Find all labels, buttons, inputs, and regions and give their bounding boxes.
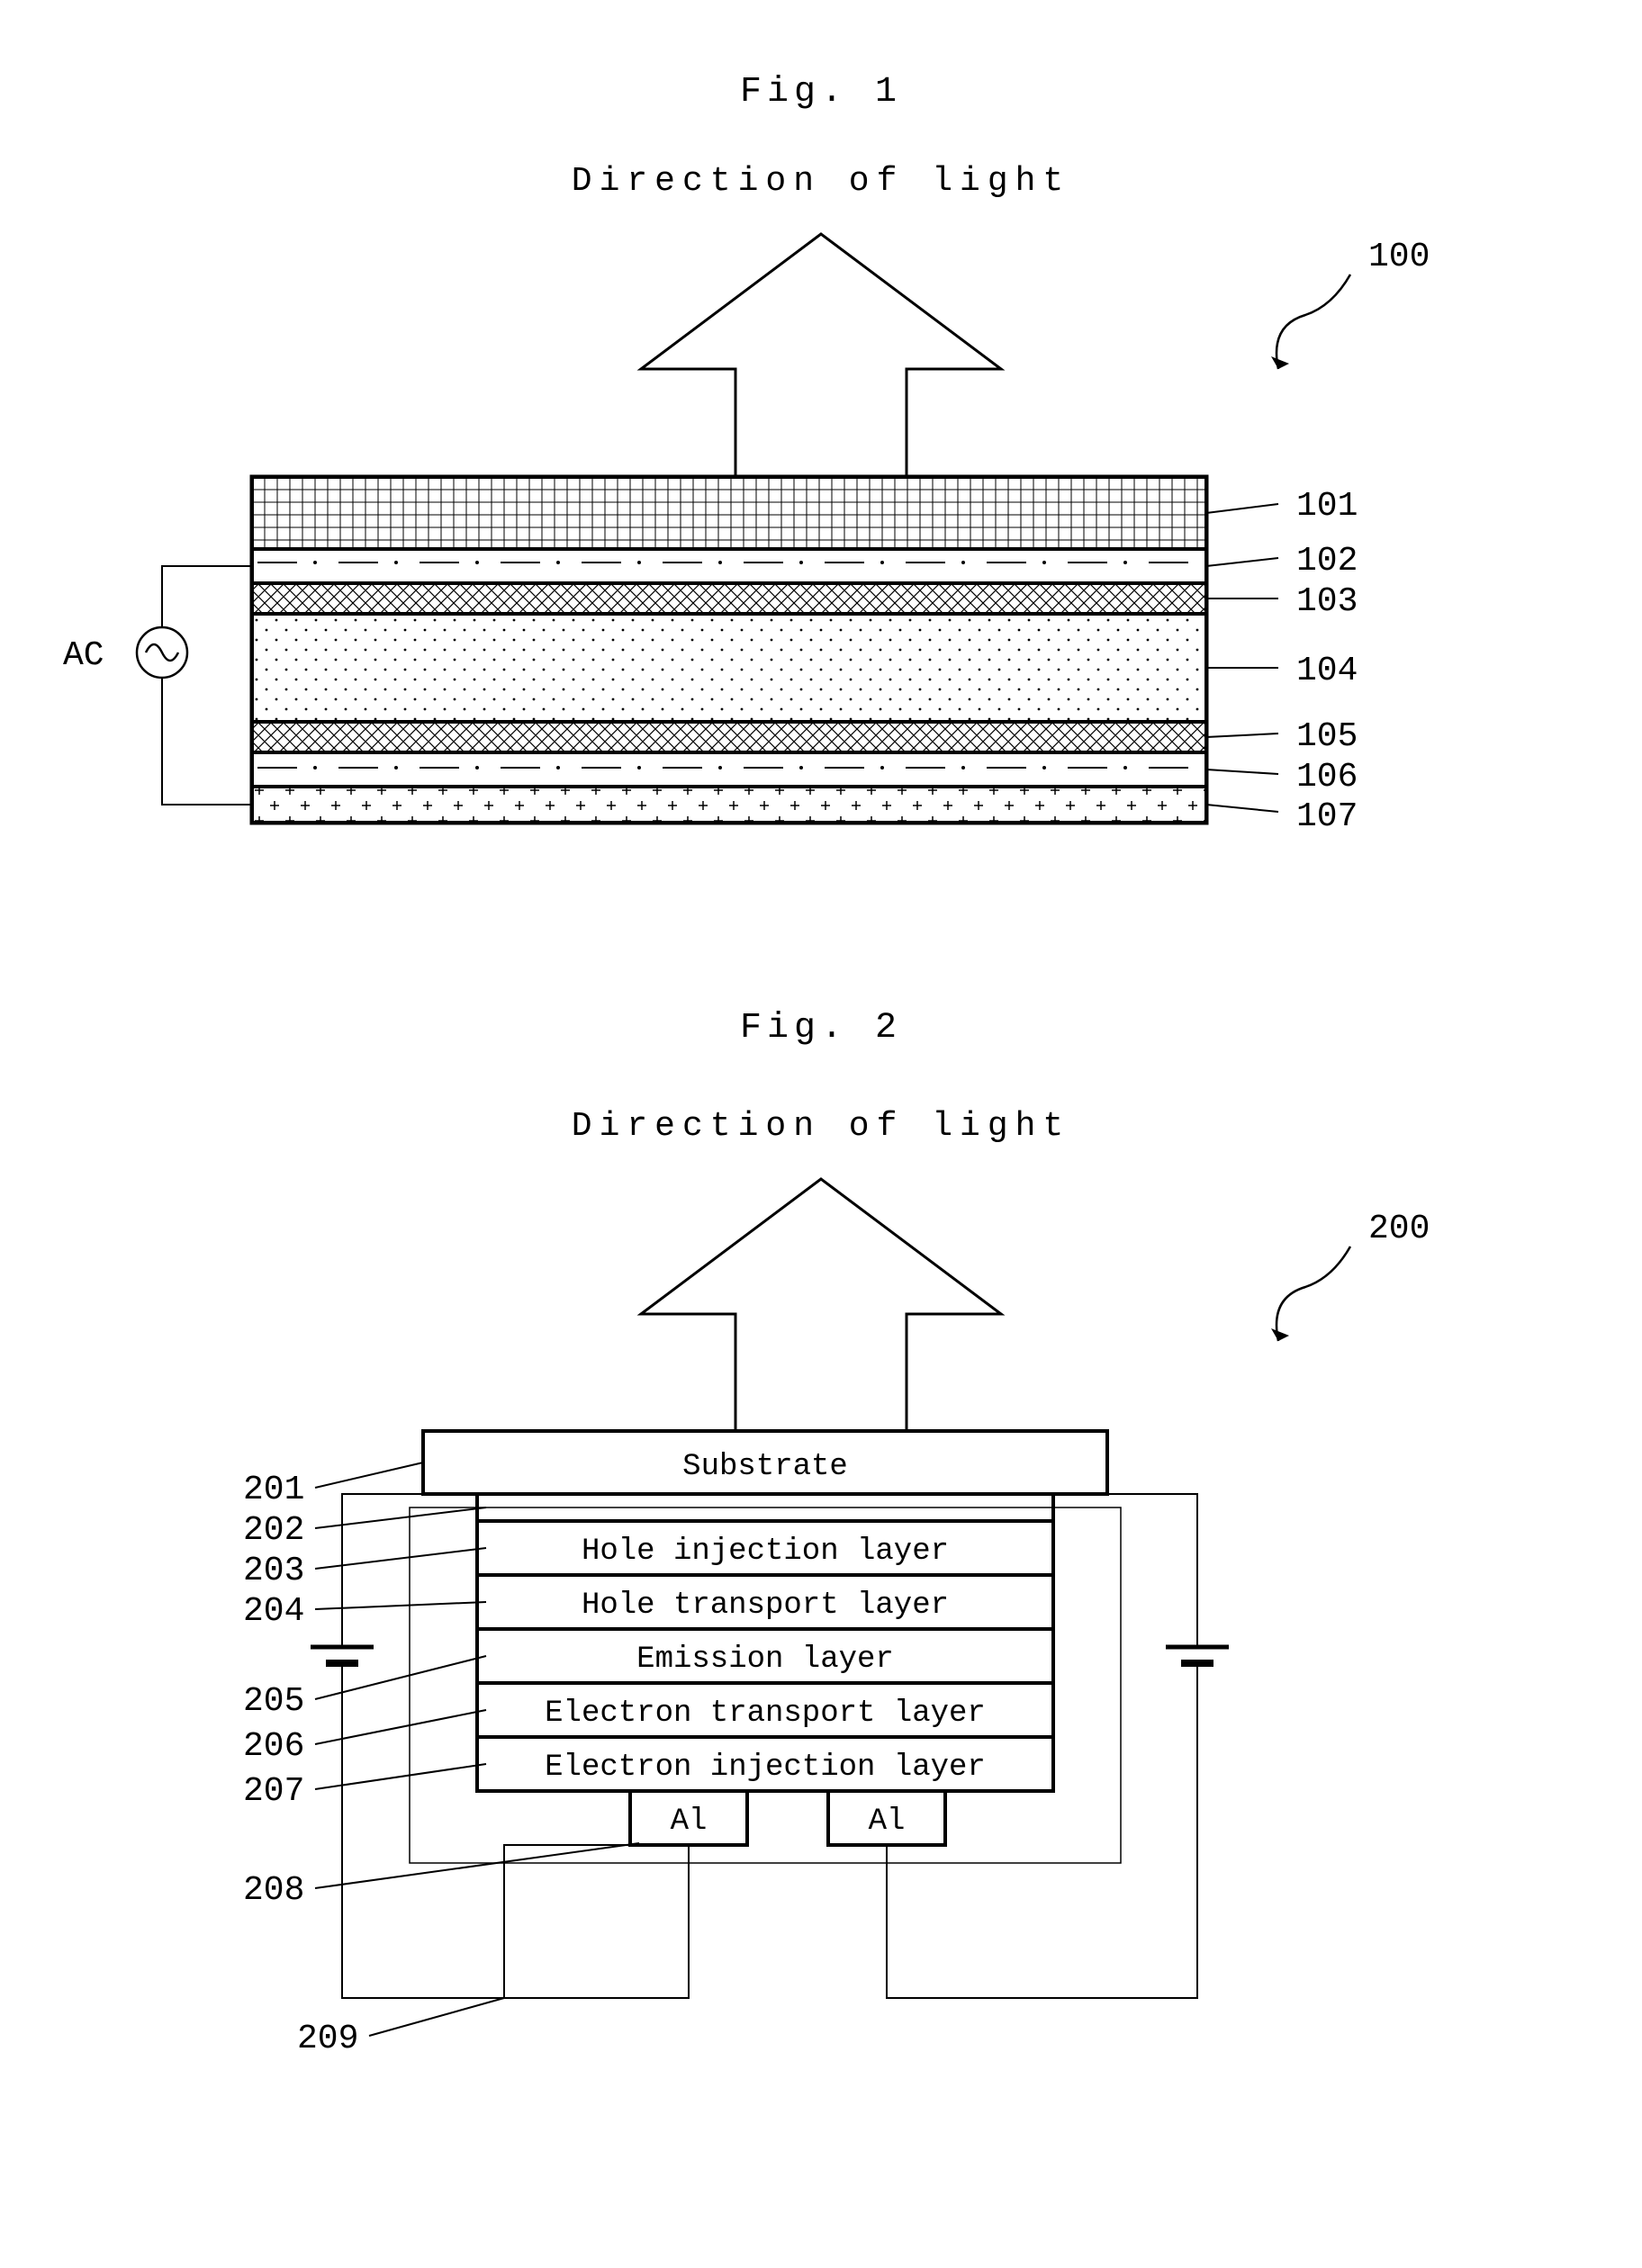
fig1-stack (252, 477, 1206, 823)
svg-text:106: 106 (1296, 758, 1358, 796)
fig1-layer-102 (252, 549, 1206, 583)
svg-text:Al: Al (671, 1804, 708, 1839)
svg-text:101: 101 (1296, 487, 1358, 526)
fig2-device-ref: 200 (1271, 1210, 1430, 1341)
svg-text:107: 107 (1296, 797, 1358, 836)
svg-text:Hole transport layer: Hole transport layer (582, 1588, 949, 1623)
svg-text:102: 102 (1296, 542, 1358, 580)
fig1-layer-103 (252, 583, 1206, 614)
fig1-layer-107 (252, 787, 1206, 823)
svg-text:104: 104 (1296, 652, 1358, 690)
fig1-diagram: 100 101 102 (0, 216, 1642, 954)
svg-text:Emission layer: Emission layer (636, 1642, 894, 1677)
svg-text:Al: Al (869, 1804, 906, 1839)
svg-text:100: 100 (1368, 238, 1430, 276)
svg-text:AC: AC (63, 636, 104, 675)
svg-text:204: 204 (243, 1592, 304, 1631)
svg-text:Substrate: Substrate (682, 1450, 848, 1484)
svg-text:201: 201 (243, 1471, 304, 1509)
fig1-layer-104 (252, 614, 1206, 722)
fig1-light-arrow (641, 234, 1001, 477)
fig1-ref-numbers: 101 102 103 104 105 106 107 (1206, 487, 1358, 836)
fig1-layer-101 (252, 477, 1206, 549)
svg-text:205: 205 (243, 1682, 304, 1721)
svg-text:Electron injection layer: Electron injection layer (545, 1750, 986, 1785)
fig1-title: Fig. 1 (0, 72, 1642, 112)
svg-text:209: 209 (297, 2020, 358, 2058)
fig1-direction-label: Direction of light (0, 162, 1642, 201)
fig1-layer-106 (252, 752, 1206, 787)
fig2-diagram: 200 Substrate Hole injection layer Hole … (0, 1161, 1642, 2223)
fig2-title: Fig. 2 (0, 1008, 1642, 1048)
svg-text:105: 105 (1296, 717, 1358, 756)
svg-text:200: 200 (1368, 1210, 1430, 1248)
svg-text:Electron transport layer: Electron transport layer (545, 1696, 986, 1731)
fig2-stack: Hole injection layer Hole transport laye… (477, 1521, 1053, 1791)
fig2-substrate: Substrate (423, 1431, 1107, 1494)
svg-text:203: 203 (243, 1552, 304, 1590)
fig1-device-ref: 100 (1271, 238, 1430, 369)
svg-text:207: 207 (243, 1772, 304, 1811)
fig2-direction-label: Direction of light (0, 1107, 1642, 1146)
svg-text:103: 103 (1296, 582, 1358, 621)
svg-text:202: 202 (243, 1511, 304, 1550)
fig1-layer-105 (252, 722, 1206, 752)
fig2-light-arrow (641, 1179, 1001, 1431)
svg-text:Hole injection layer: Hole injection layer (582, 1534, 949, 1569)
svg-text:208: 208 (243, 1871, 304, 1910)
fig1-ac-circuit: AC (63, 566, 252, 805)
fig2-electrodes: Al Al (630, 1791, 945, 1845)
svg-text:206: 206 (243, 1727, 304, 1766)
